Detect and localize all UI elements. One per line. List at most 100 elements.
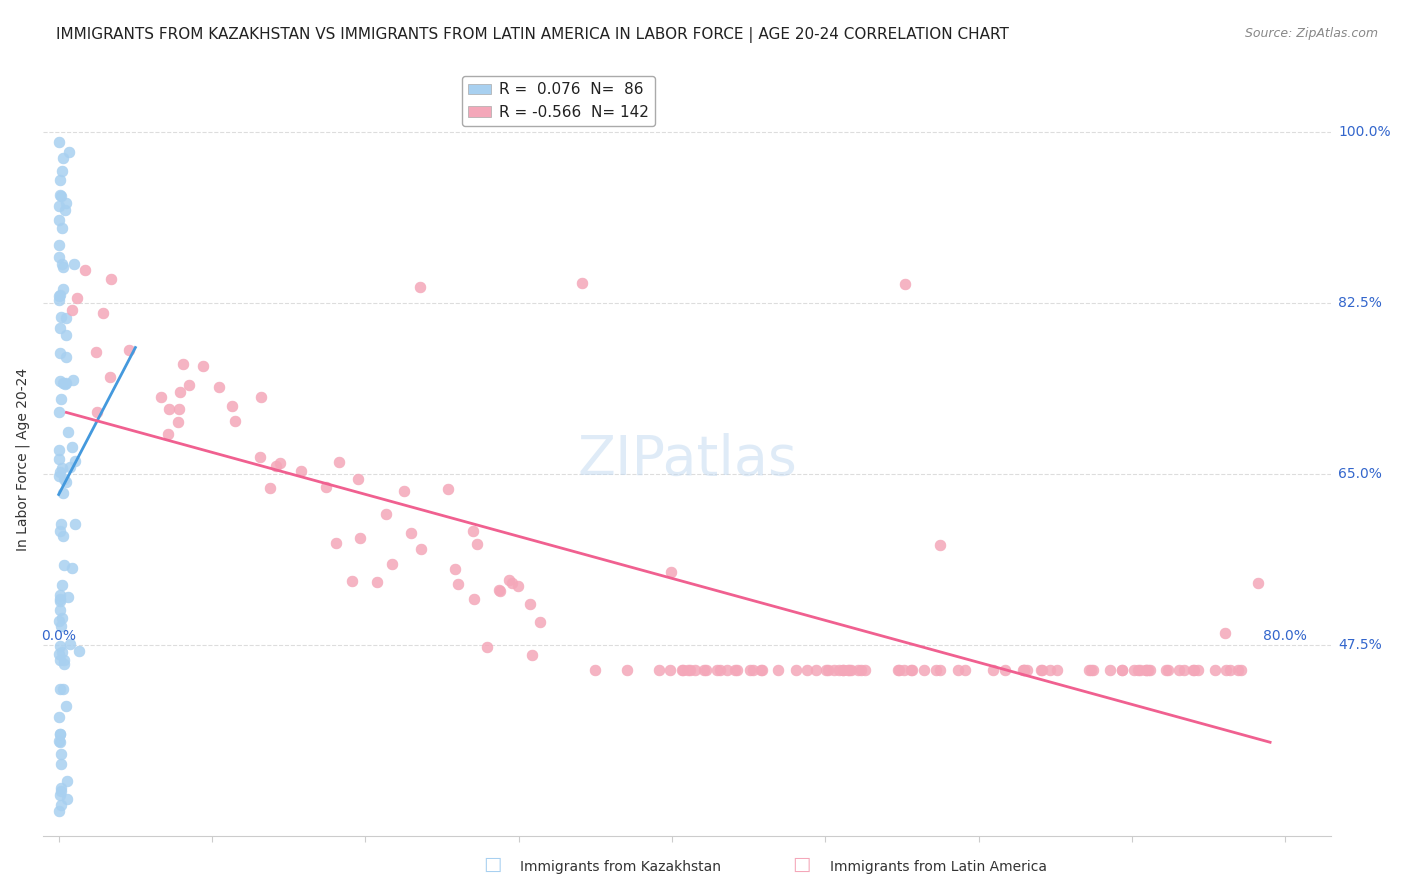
Point: [1029, 663, 1052, 677]
Point: [953, 663, 976, 677]
Point: [724, 663, 747, 677]
Point: [498, 573, 520, 587]
Point: [1219, 663, 1241, 677]
Point: [1077, 663, 1099, 677]
Point: [48, 321, 70, 335]
Point: [62, 373, 84, 387]
Point: [740, 663, 762, 677]
Point: [269, 456, 291, 470]
Point: [1136, 663, 1159, 677]
Point: [488, 583, 510, 598]
Point: [659, 663, 682, 677]
Point: [616, 663, 638, 677]
Point: [693, 663, 716, 677]
Point: [49, 466, 72, 480]
Point: [676, 663, 699, 677]
Point: [796, 663, 818, 677]
Point: [1111, 663, 1133, 677]
Point: [853, 663, 876, 677]
Point: [48, 213, 70, 227]
Point: [48, 588, 70, 602]
Point: [894, 277, 917, 291]
Point: [52, 681, 75, 696]
Point: [48, 788, 70, 802]
Point: [259, 481, 281, 495]
Point: [1213, 625, 1236, 640]
Point: [1173, 663, 1195, 677]
Point: [706, 663, 728, 677]
Point: [48, 603, 70, 617]
Point: [49, 756, 72, 771]
Point: [1123, 663, 1146, 677]
Point: [51, 188, 73, 202]
Point: [828, 663, 851, 677]
Point: [1014, 663, 1036, 677]
Point: [804, 663, 827, 677]
Point: [249, 450, 271, 464]
Point: [49, 591, 72, 606]
Point: [52, 260, 75, 274]
Point: [1126, 663, 1149, 677]
Point: [52, 376, 75, 390]
Point: [55, 698, 77, 713]
Point: [156, 427, 179, 442]
Point: [679, 663, 702, 677]
Point: [1156, 663, 1178, 677]
Point: [374, 507, 396, 521]
Point: [55, 475, 77, 489]
Point: [63, 257, 86, 271]
Point: [346, 471, 368, 485]
Point: [49, 392, 72, 407]
Point: [1129, 663, 1152, 677]
Point: [463, 524, 485, 538]
Point: [59, 637, 82, 651]
Point: [716, 663, 738, 677]
Point: [447, 577, 470, 591]
Point: [1012, 663, 1035, 677]
Point: [48, 374, 70, 388]
Point: [394, 484, 416, 499]
Point: [63, 454, 86, 468]
Point: [177, 377, 200, 392]
Point: [49, 524, 72, 538]
Point: [817, 663, 839, 677]
Point: [489, 584, 512, 599]
Point: [59, 459, 82, 474]
Point: [48, 469, 70, 483]
Point: [695, 663, 717, 677]
Point: [508, 579, 530, 593]
Point: [1154, 663, 1177, 677]
Point: [52, 282, 75, 296]
Point: [167, 401, 190, 416]
Point: [1215, 663, 1237, 677]
Point: [51, 611, 73, 625]
Point: [49, 618, 72, 632]
Text: Immigrants from Kazakhstan: Immigrants from Kazakhstan: [520, 860, 721, 874]
Point: [290, 464, 312, 478]
Point: [86, 405, 108, 419]
Point: [465, 537, 488, 551]
Point: [55, 328, 77, 343]
Point: [48, 289, 70, 303]
Point: [48, 405, 70, 419]
Point: [48, 293, 70, 307]
Point: [520, 648, 543, 662]
Point: [749, 663, 772, 677]
Point: [149, 390, 172, 404]
Point: [1111, 663, 1133, 677]
Point: [823, 663, 845, 677]
Point: [838, 663, 860, 677]
Point: [48, 135, 70, 149]
Point: [49, 310, 72, 325]
Point: [53, 202, 76, 217]
Point: [56, 590, 79, 604]
Point: [571, 276, 593, 290]
Point: [49, 639, 72, 653]
Point: [48, 288, 70, 302]
Point: [49, 188, 72, 202]
Point: [1099, 663, 1122, 677]
Point: [53, 558, 76, 572]
Text: 82.5%: 82.5%: [1339, 296, 1382, 310]
Legend: R =  0.076  N=  86, R = -0.566  N= 142: R = 0.076 N= 86, R = -0.566 N= 142: [463, 76, 655, 126]
Point: [48, 727, 70, 741]
